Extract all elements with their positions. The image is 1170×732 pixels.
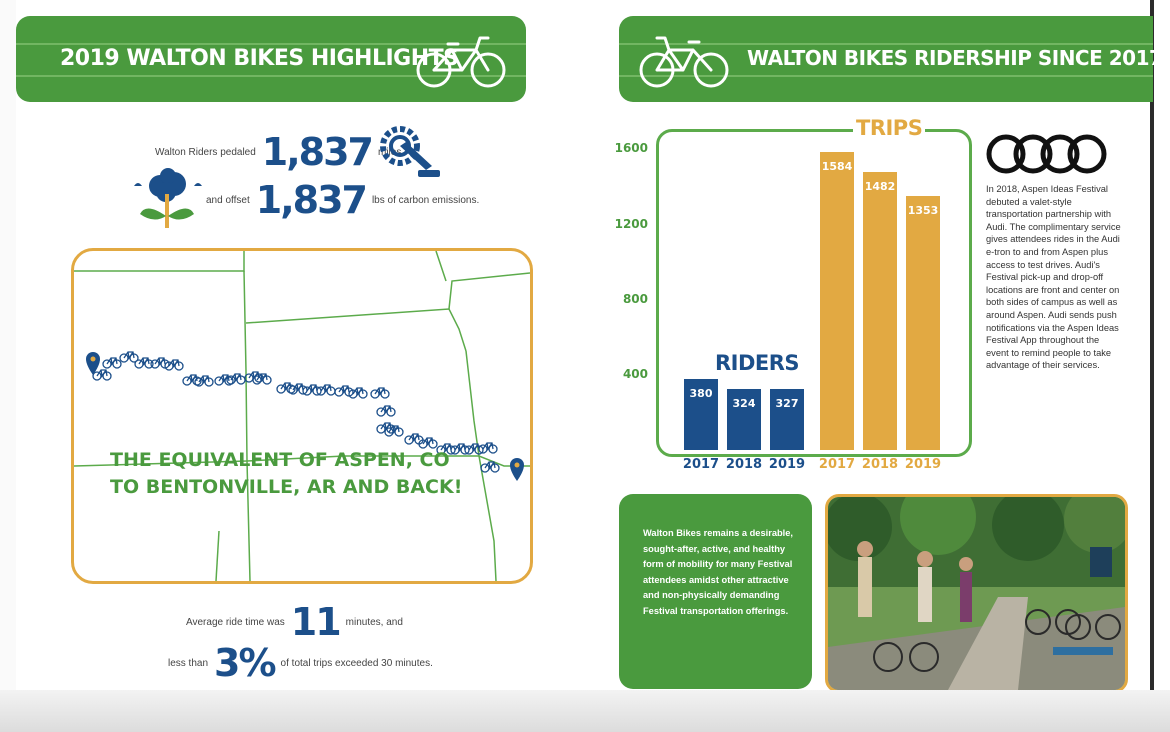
x-tick-label: 2017: [682, 457, 720, 472]
map-pin-icon: [86, 352, 524, 481]
x-tick-label: 2017: [818, 457, 856, 472]
bar-riders: [684, 378, 718, 450]
map-caption: THE EQUIVALENT OF ASPEN, CO TO BENTONVIL…: [110, 447, 462, 501]
series-title-riders: RIDERS: [712, 350, 803, 375]
carbon-suffix: lbs of carbon emissions.: [371, 194, 480, 206]
bar-value-label: 1482: [864, 179, 896, 193]
ride-time-prefix: Average ride time was: [186, 616, 285, 628]
mobility-callout-text: Walton Bikes remains a desirable, sought…: [643, 528, 794, 616]
audi-rings-logo: [986, 134, 1107, 174]
trips-suffix: of total trips exceeded 30 minutes.: [280, 657, 433, 669]
state-borders: [74, 251, 530, 581]
banner-stripes: [619, 43, 1153, 77]
y-tick-label: 1600: [614, 141, 648, 156]
bar-riders: [727, 389, 761, 450]
chart-frame: [656, 129, 972, 457]
bar-riders: [770, 388, 804, 450]
miles-value: 1,837: [261, 130, 374, 174]
bar-trips: [820, 152, 854, 450]
miles-prefix: Walton Riders pedaled: [155, 146, 256, 158]
page-left-edge: [0, 0, 16, 720]
bar-value-label: 327: [775, 396, 799, 410]
highlights-banner: 2019 WALTON BIKES HIGHLIGHTS: [16, 16, 526, 102]
highlights-title: 2019 WALTON BIKES HIGHLIGHTS: [60, 46, 459, 71]
x-tick-label: 2018: [725, 457, 763, 472]
bar-value-label: 1584: [821, 160, 853, 174]
x-tick-label: 2018: [861, 457, 899, 472]
bar-trips: [906, 195, 940, 450]
y-tick-label: 1200: [614, 216, 648, 231]
route-map: [71, 248, 533, 584]
bar-value-label: 1353: [907, 203, 939, 217]
bicycle-icon: [639, 36, 729, 88]
page-bottom-shadow: [0, 690, 1170, 732]
series-title-trips: TRIPS: [853, 116, 926, 141]
trips-prefix: less than: [168, 657, 209, 669]
x-tick-label: 2019: [904, 457, 942, 472]
bar-value-label: 380: [689, 386, 713, 400]
audi-paragraph: In 2018, Aspen Ideas Festival debuted a …: [986, 184, 1121, 371]
carbon-stat: and offset 1,837 lbs of carbon emissions…: [206, 178, 479, 222]
y-tick-label: 400: [622, 366, 648, 381]
y-tick-label: 800: [622, 291, 648, 306]
carbon-prefix: and offset: [206, 194, 250, 206]
bike-station-photo: [825, 494, 1128, 693]
bicycle-icon: [416, 36, 506, 88]
trips-value: 3%: [214, 641, 276, 685]
bar-value-label: 324: [732, 397, 756, 411]
bike-route: [86, 351, 524, 481]
tree-icon: [134, 168, 202, 228]
banner-stripes: [16, 43, 526, 77]
trips-stat: less than 3% of total trips exceeded 30 …: [168, 641, 433, 685]
ridership-title: WALTON BIKES RIDERSHIP SINCE 2017: [747, 46, 1163, 70]
bar-trips: [863, 171, 897, 450]
map-caption-line-1: THE EQUIVALENT OF ASPEN, CO: [110, 449, 450, 471]
page-spine: [1150, 0, 1154, 720]
x-tick-label: 2019: [768, 457, 806, 472]
ride-time-suffix: minutes, and: [345, 616, 403, 628]
bike-gear-icon: [380, 126, 440, 177]
miles-suffix: miles: [378, 146, 402, 158]
map-caption-line-2: TO BENTONVILLE, AR AND BACK!: [110, 476, 463, 498]
ride-time-value: 11: [290, 600, 342, 644]
miles-stat: Walton Riders pedaled 1,837 miles: [155, 130, 401, 174]
mobility-callout: Walton Bikes remains a desirable, sought…: [619, 494, 812, 689]
carbon-value: 1,837: [255, 178, 368, 222]
ride-time-stat: Average ride time was 11 minutes, and: [186, 600, 403, 644]
bike-station-illustration: [828, 497, 1125, 690]
ridership-banner: WALTON BIKES RIDERSHIP SINCE 2017: [619, 16, 1163, 102]
